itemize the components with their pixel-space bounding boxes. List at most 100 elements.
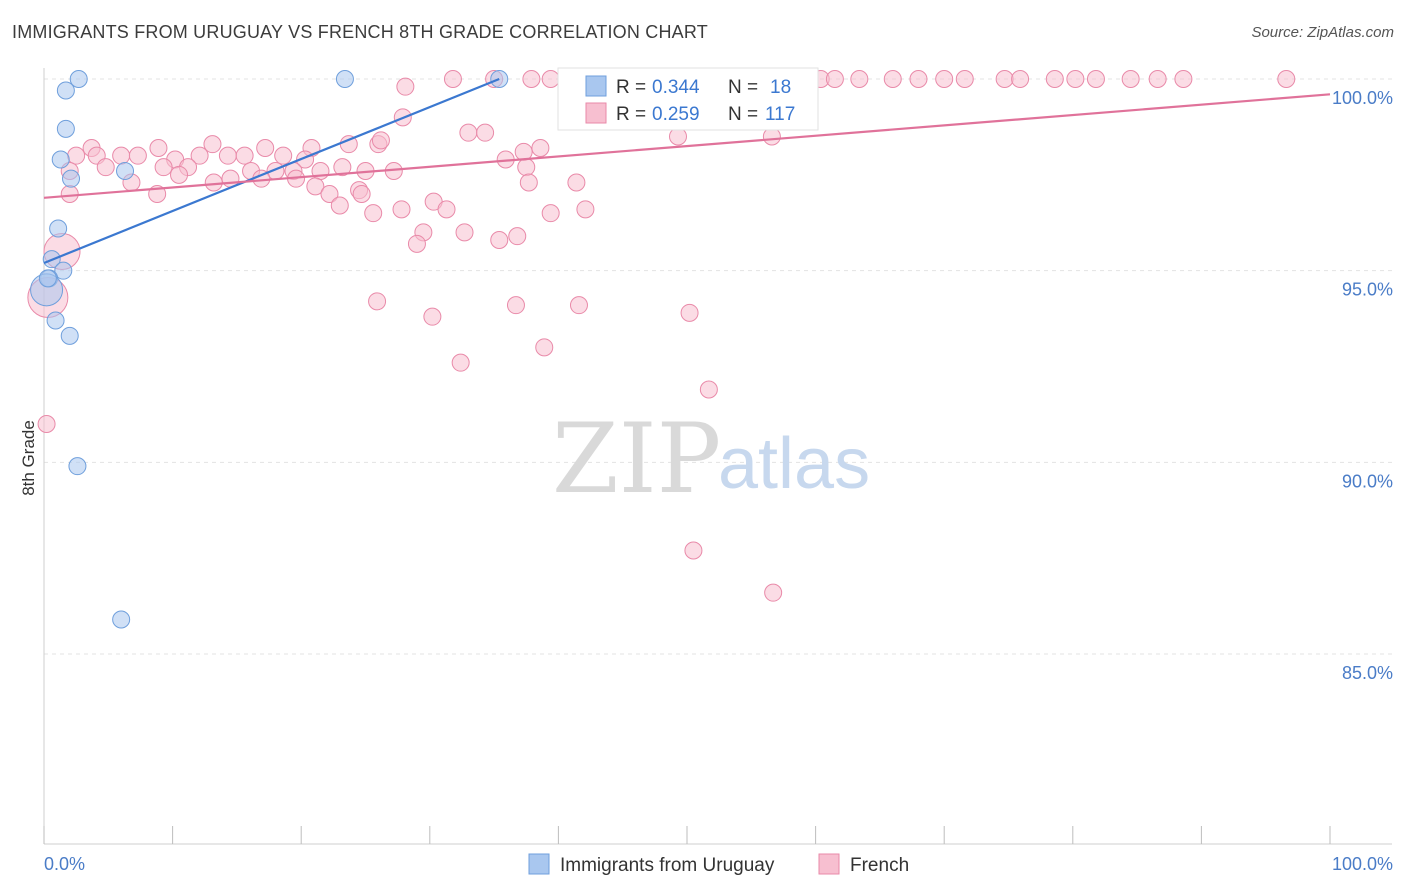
- gridlines: [44, 78, 1392, 655]
- data-point: [306, 177, 325, 196]
- data-point: [274, 146, 293, 165]
- data-point: [60, 326, 79, 345]
- legend-swatch-uruguay: [585, 75, 607, 97]
- data-point: [112, 610, 131, 629]
- data-point: [51, 150, 70, 169]
- data-point: [506, 296, 525, 315]
- y-tick-label: 85.0%: [1342, 663, 1393, 683]
- data-point: [128, 146, 147, 165]
- data-point: [60, 185, 79, 203]
- legend-swatch-french: [585, 102, 607, 124]
- legend-r-label-french: R =: [616, 104, 646, 125]
- data-point: [764, 583, 783, 602]
- watermark-atlas: atlas: [718, 424, 870, 504]
- bottom-legend-swatch-french: [818, 853, 840, 875]
- y-tick-labels: 85.0% 90.0% 95.0% 100.0%: [1332, 88, 1393, 683]
- data-point: [909, 70, 928, 88]
- data-point: [443, 70, 462, 88]
- data-point: [62, 169, 81, 188]
- data-point: [476, 123, 495, 142]
- data-point: [535, 338, 554, 357]
- data-point: [519, 173, 538, 192]
- data-point: [437, 200, 456, 219]
- data-point: [56, 119, 75, 138]
- legend-r-value-french: 0.259: [652, 104, 700, 125]
- trend-line: [43, 77, 500, 265]
- data-point: [459, 123, 478, 142]
- data-point: [1174, 70, 1193, 88]
- data-point: [392, 200, 411, 219]
- data-point: [218, 146, 237, 165]
- data-point: [49, 219, 68, 238]
- data-point: [170, 165, 189, 184]
- source-credit: Source: ZipAtlas.com: [1251, 24, 1394, 41]
- data-points: [27, 70, 1296, 629]
- watermark: ZIP atlas: [552, 403, 870, 515]
- legend-n-label-uruguay: N =: [728, 77, 758, 98]
- data-point: [1148, 70, 1167, 88]
- watermark-zip: ZIP: [552, 403, 721, 515]
- legend-r-label-uruguay: R =: [616, 77, 646, 98]
- data-point: [1045, 70, 1064, 88]
- legend-r-value-uruguay: 0.344: [652, 77, 700, 98]
- chart-title: IMMIGRANTS FROM URUGUAY VS FRENCH 8TH GR…: [12, 22, 708, 42]
- bottom-legend-label-french: French: [850, 855, 909, 876]
- data-point: [541, 204, 560, 223]
- data-point: [1277, 70, 1296, 88]
- data-point: [235, 146, 254, 165]
- data-point: [955, 70, 974, 88]
- data-point: [995, 70, 1014, 88]
- data-point: [190, 146, 209, 165]
- trend-lines: [43, 77, 1331, 265]
- legend-n-value-uruguay: 18: [770, 77, 791, 98]
- data-point: [330, 196, 349, 215]
- x-tick-label: 0.0%: [44, 854, 85, 874]
- data-point: [256, 139, 275, 157]
- data-point: [333, 158, 352, 177]
- data-point: [46, 311, 65, 330]
- data-point: [371, 131, 390, 150]
- data-point: [154, 158, 173, 177]
- data-point: [762, 127, 781, 146]
- data-point: [569, 296, 588, 315]
- bottom-legend-label-uruguay: Immigrants from Uruguay: [560, 855, 775, 876]
- legend-n-value-french: 117: [765, 104, 795, 125]
- y-tick-label: 90.0%: [1342, 471, 1393, 491]
- data-point: [54, 261, 73, 280]
- x-tick-labels: 0.0% 100.0%: [44, 854, 1393, 874]
- data-point: [517, 158, 536, 177]
- data-point: [368, 292, 387, 311]
- data-point: [680, 303, 699, 322]
- data-point: [352, 185, 371, 203]
- data-point: [567, 173, 586, 192]
- data-point: [668, 127, 687, 146]
- data-point: [364, 204, 383, 223]
- trend-line: [43, 93, 1331, 199]
- data-point: [335, 70, 354, 88]
- data-point: [56, 81, 75, 100]
- legend-n-label-french: N =: [728, 104, 758, 125]
- data-point: [1121, 70, 1140, 88]
- data-point: [455, 223, 474, 242]
- data-point: [396, 77, 415, 96]
- data-point: [825, 70, 844, 88]
- y-axis-title: 8th Grade: [19, 420, 38, 496]
- data-point: [1086, 70, 1105, 88]
- data-point: [149, 139, 168, 157]
- data-point: [699, 380, 718, 399]
- series-legend: Immigrants from Uruguay French: [528, 853, 909, 876]
- data-point: [116, 162, 135, 180]
- data-point: [203, 135, 222, 154]
- data-point: [69, 70, 88, 88]
- data-point: [67, 146, 86, 165]
- bottom-legend-swatch-uruguay: [528, 853, 550, 875]
- y-tick-label: 100.0%: [1332, 88, 1393, 108]
- y-tick-label: 95.0%: [1342, 280, 1393, 300]
- axes: [43, 68, 1392, 845]
- data-point: [850, 70, 869, 88]
- data-point: [38, 269, 57, 288]
- data-point: [407, 234, 426, 253]
- data-point: [451, 353, 470, 372]
- data-point: [204, 173, 223, 192]
